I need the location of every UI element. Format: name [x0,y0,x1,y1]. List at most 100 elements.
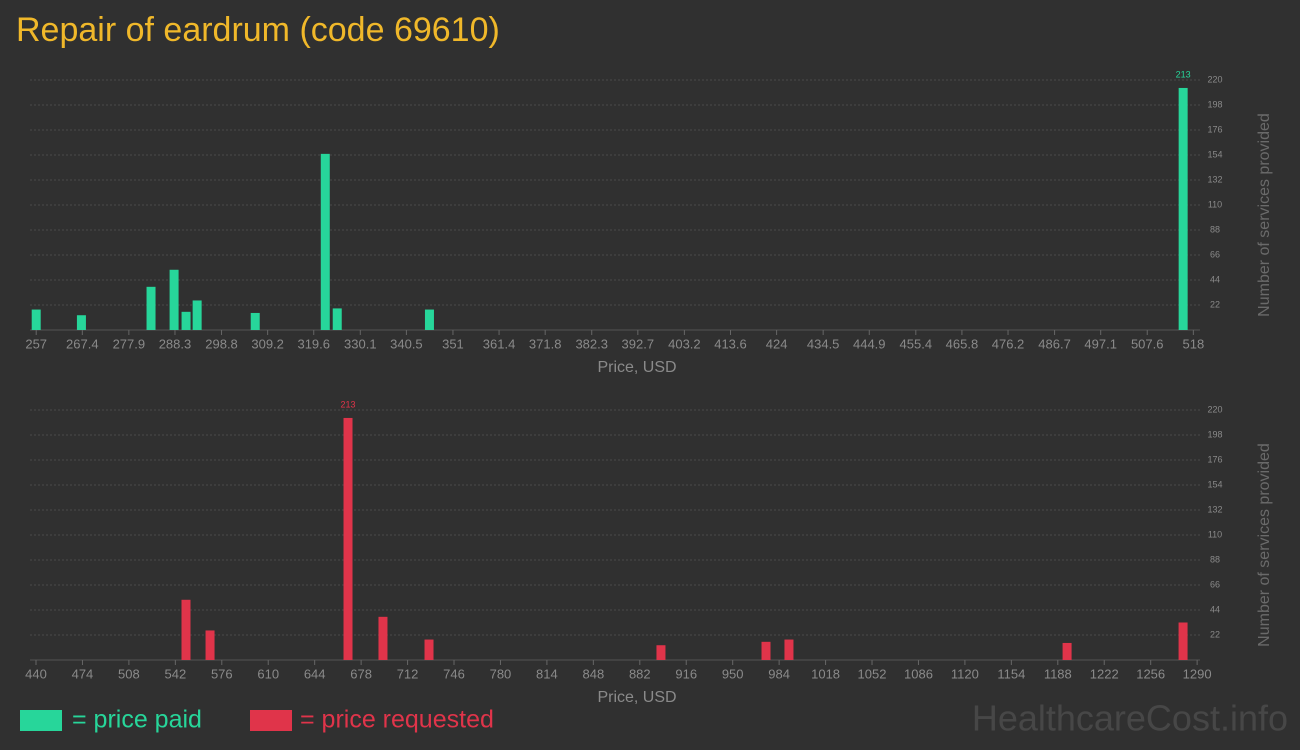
legend-label: = price requested [300,706,494,734]
y-tick-label: 220 [1207,404,1222,414]
x-tick-label: 1120 [951,666,979,681]
x-tick-label: 1188 [1044,666,1072,681]
x-tick-label: 1018 [811,666,840,681]
y-tick-label: 88 [1210,554,1220,564]
y-tick-label: 176 [1207,454,1222,464]
x-tick-label: 542 [164,666,186,681]
x-tick-label: 465.8 [946,336,979,351]
x-tick-label: 746 [443,666,465,681]
x-axis-label: Price, USD [597,689,676,706]
y-tick-label: 132 [1207,504,1222,514]
y-tick-label: 66 [1210,249,1220,259]
y-tick-label: 154 [1207,479,1222,489]
y-tick-label: 110 [1208,199,1222,209]
x-tick-label: 1256 [1136,666,1165,681]
bar [332,308,342,330]
y-tick-label: 44 [1210,604,1220,614]
x-tick-label: 351 [442,336,464,351]
bar [424,639,434,660]
x-tick-label: 1154 [997,666,1025,681]
x-tick-label: 1052 [858,666,887,681]
x-tick-label: 882 [629,666,651,681]
x-tick-label: 508 [118,666,140,681]
bar [169,269,179,330]
x-tick-label: 298.8 [205,336,238,351]
page-title: Repair of eardrum (code 69610) [16,11,500,49]
bar [1178,622,1188,660]
bar [784,639,794,660]
x-tick-label: 392.7 [622,336,655,351]
x-tick-label: 440 [25,666,47,681]
bar [181,599,191,660]
x-tick-label: 1086 [904,666,933,681]
bar [205,630,215,660]
bar [1062,642,1072,660]
x-tick-label: 424 [766,336,788,351]
y-tick-label: 198 [1207,99,1222,109]
y-tick-label: 220 [1207,74,1222,84]
x-tick-label: 434.5 [807,336,840,351]
x-tick-label: 257 [25,336,47,351]
x-tick-label: 319.6 [297,336,330,351]
bar [424,309,434,330]
x-tick-label: 277.9 [113,336,146,351]
x-tick-label: 267.4 [66,336,99,351]
bar [343,417,353,660]
x-tick-label: 780 [490,666,512,681]
x-tick-label: 1290 [1183,666,1212,681]
bar [181,311,191,330]
value-label: 213 [340,399,355,409]
x-tick-label: 518 [1182,336,1204,351]
bar [320,153,330,330]
y-axis-label: Number of services provided [1256,443,1273,647]
x-tick-label: 403.2 [668,336,701,351]
bar [76,315,86,330]
x-tick-label: 576 [211,666,233,681]
y-tick-label: 132 [1207,174,1222,184]
y-axis-label: Number of services provided [1256,113,1273,317]
y-tick-label: 154 [1207,149,1222,159]
legend-swatch [250,710,292,731]
x-tick-label: 916 [675,666,697,681]
x-tick-label: 288.3 [159,336,192,351]
bar [146,286,156,330]
bar [761,641,771,660]
x-tick-label: 950 [722,666,744,681]
x-tick-label: 371.8 [529,336,562,351]
x-tick-label: 340.5 [390,336,423,351]
bar [192,300,202,330]
y-tick-label: 66 [1210,579,1220,589]
x-tick-label: 507.6 [1131,336,1164,351]
x-tick-label: 476.2 [992,336,1025,351]
value-label: 213 [1176,69,1191,79]
x-tick-label: 497.1 [1084,336,1117,351]
bar [250,312,260,330]
watermark: HealthcareCost.info [972,698,1288,739]
x-tick-label: 361.4 [483,336,516,351]
x-axis-label: Price, USD [597,359,676,376]
bar [378,616,388,660]
x-tick-label: 678 [350,666,372,681]
y-tick-label: 22 [1210,299,1220,309]
x-tick-label: 309.2 [251,336,284,351]
x-tick-label: 848 [582,666,604,681]
x-tick-label: 984 [768,666,790,681]
x-tick-label: 1222 [1090,666,1119,681]
x-tick-label: 330.1 [344,336,377,351]
bar [1178,87,1188,330]
legend-label: = price paid [72,706,202,734]
x-tick-label: 610 [257,666,279,681]
bar [656,645,666,660]
x-tick-label: 486.7 [1038,336,1071,351]
y-tick-label: 44 [1210,274,1220,284]
x-tick-label: 455.4 [900,336,933,351]
y-tick-label: 88 [1210,224,1220,234]
x-tick-label: 712 [397,666,419,681]
y-tick-label: 198 [1207,429,1222,439]
x-tick-label: 474 [72,666,94,681]
x-tick-label: 413.6 [714,336,747,351]
x-tick-label: 444.9 [853,336,886,351]
